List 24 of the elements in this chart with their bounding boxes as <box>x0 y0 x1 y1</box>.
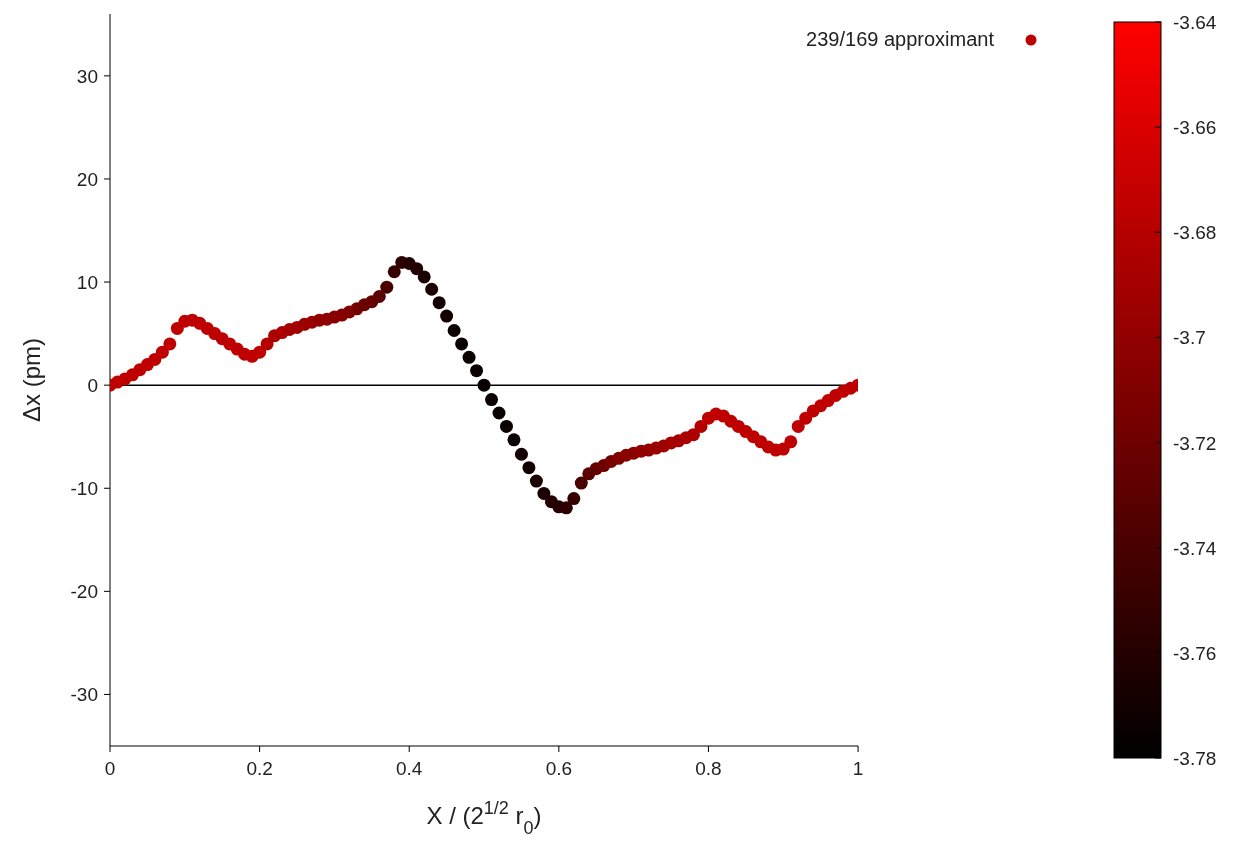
color-bar-label: -3.66 <box>1173 117 1217 139</box>
y-tick-label: -10 <box>70 478 98 499</box>
x-tick-label: 1 <box>852 758 864 780</box>
color-bar-label: -3.76 <box>1173 642 1217 664</box>
color-bar-label: -3.7 <box>1173 327 1206 349</box>
x-tick-label: 0.2 <box>246 758 273 780</box>
y-tick-label: -30 <box>70 684 98 706</box>
x-axis-title: X / (2$^{1/2}$ r$_{0}$) <box>426 798 542 838</box>
x-tick-label: 0.8 <box>695 758 722 780</box>
y-axis-title: Δx (pm) <box>18 337 45 423</box>
y-tick-label: 20 <box>76 168 98 190</box>
color-bar-label: -3.68 <box>1173 222 1217 244</box>
y-tick-label: 10 <box>76 271 98 293</box>
legend-label: 239/169 approximant <box>806 28 994 51</box>
y-tick-label: 30 <box>76 65 98 87</box>
x-tick-label: 0.4 <box>396 758 423 780</box>
y-tick-label: -20 <box>70 581 98 603</box>
x-tick-label: 0.6 <box>545 758 573 780</box>
color-bar-label: -3.72 <box>1173 432 1217 454</box>
x-tick-label: 0 <box>104 758 116 780</box>
color-bar-label: -3.78 <box>1173 748 1217 769</box>
color-bar-label: -3.74 <box>1173 537 1217 559</box>
y-tick-label: 0 <box>87 374 98 396</box>
color-bar-label: -3.64 <box>1173 12 1217 33</box>
